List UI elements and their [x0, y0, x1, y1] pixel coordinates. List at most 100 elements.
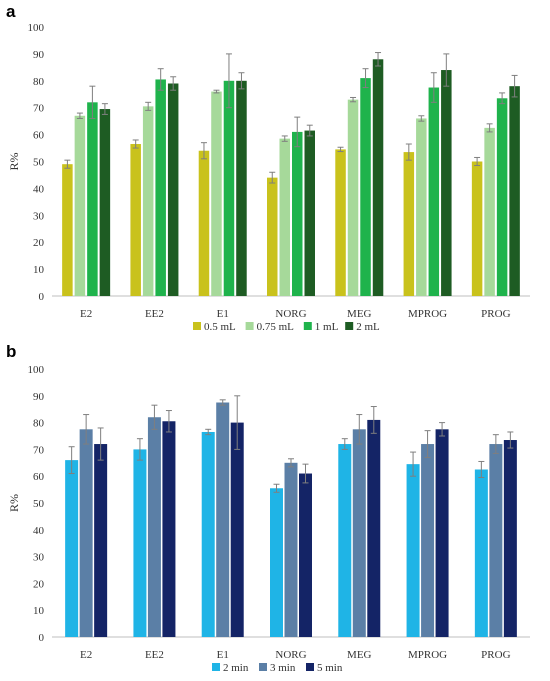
y-tick-label: 20 — [33, 578, 45, 590]
bar — [130, 144, 141, 296]
bar — [211, 91, 222, 296]
legend-swatch — [245, 322, 254, 330]
bar — [223, 80, 235, 296]
legend-label: 0.5 mL — [204, 321, 236, 333]
bar — [133, 449, 147, 637]
x-tick-label: EE2 — [145, 649, 164, 661]
y-tick-label: 80 — [33, 418, 45, 430]
bar — [236, 80, 247, 296]
legend-swatch — [259, 663, 267, 671]
legend-swatch — [306, 663, 314, 671]
bar — [292, 131, 303, 296]
x-tick-label: EE2 — [145, 308, 164, 320]
bar — [335, 149, 346, 296]
x-tick-label: NORG — [275, 308, 306, 320]
bar — [87, 102, 98, 296]
bar — [74, 115, 86, 297]
y-axis-label: R% — [7, 494, 21, 512]
y-tick-label: 50 — [33, 498, 45, 510]
bar — [428, 87, 440, 297]
y-tick-label: 30 — [33, 552, 45, 564]
y-tick-label: 0 — [39, 632, 45, 644]
legend-swatch — [212, 663, 220, 671]
bar — [352, 429, 366, 637]
x-tick-label: MPROG — [408, 308, 447, 320]
y-tick-label: 40 — [33, 525, 45, 537]
bar — [270, 488, 283, 637]
x-tick-label: E2 — [80, 649, 92, 661]
y-tick-label: 20 — [33, 237, 45, 249]
bar — [230, 422, 244, 637]
y-tick-label: 60 — [33, 130, 45, 142]
bar — [372, 59, 384, 296]
x-tick-label: MEG — [347, 308, 372, 320]
bar — [489, 444, 503, 637]
bar — [347, 99, 359, 296]
bar — [284, 462, 298, 637]
bar — [474, 469, 488, 637]
bar — [167, 83, 179, 297]
bar — [367, 419, 381, 637]
bar — [304, 130, 315, 296]
legend-label: 3 min — [270, 662, 296, 674]
y-tick-label: 70 — [33, 103, 45, 115]
legend-label: 2 mL — [356, 321, 380, 333]
x-tick-label: MPROG — [408, 649, 447, 661]
bar — [406, 464, 420, 637]
x-tick-label: E2 — [80, 308, 92, 320]
y-tick-label: 10 — [33, 605, 45, 617]
legend-label: 5 min — [317, 662, 343, 674]
legend-label: 0.75 mL — [257, 321, 295, 333]
bar — [471, 161, 483, 296]
y-tick-label: 70 — [33, 444, 45, 456]
bar — [496, 98, 508, 296]
bar — [484, 127, 495, 296]
bar — [299, 473, 312, 637]
legend-swatch — [345, 322, 354, 330]
panel-label-a: a — [6, 2, 16, 21]
bar — [79, 429, 93, 637]
bar — [62, 164, 73, 296]
legend-label: 1 mL — [315, 321, 339, 333]
bar — [338, 444, 352, 637]
bar — [198, 150, 210, 296]
bar — [216, 402, 230, 637]
bar — [279, 138, 290, 296]
chart-b: 0 10 20 30 40 50 60 70 80 90 100 R% E2 EE2 E1 NORG MEG MP… — [7, 364, 530, 674]
y-tick-label: 80 — [33, 76, 45, 88]
bar — [509, 86, 520, 297]
bar — [503, 440, 517, 637]
y-tick-label: 100 — [28, 364, 45, 376]
x-tick-label: NORG — [275, 649, 306, 661]
bar — [435, 429, 449, 637]
y-axis-label: R% — [7, 152, 21, 170]
y-tick-label: 90 — [33, 391, 45, 403]
legend-swatch — [193, 322, 201, 330]
bar — [155, 79, 166, 296]
bar — [416, 118, 427, 297]
y-tick-label: 0 — [39, 291, 45, 303]
bar — [162, 421, 176, 637]
y-tick-label: 100 — [28, 22, 45, 34]
y-tick-label: 50 — [33, 157, 45, 169]
x-tick-label: PROG — [481, 649, 510, 661]
chart-a: 0 10 20 30 40 50 60 70 80 90 100 R% E2 EE2 E1 NORG MEG MP… — [7, 22, 530, 333]
y-tick-label: 90 — [33, 49, 45, 61]
y-tick-label: 30 — [33, 210, 45, 222]
bar — [147, 417, 161, 637]
y-tick-label: 40 — [33, 183, 45, 195]
bar — [360, 78, 371, 296]
bar — [99, 109, 111, 296]
legend-label: 2 min — [223, 662, 249, 674]
panel-label-b: b — [6, 342, 17, 361]
x-tick-label: E1 — [217, 649, 229, 661]
y-tick-label: 10 — [33, 264, 45, 276]
bar — [142, 106, 154, 296]
legend-swatch — [303, 322, 312, 330]
bar — [421, 444, 435, 637]
bar — [441, 70, 452, 296]
bar — [65, 460, 79, 637]
y-tick-label: 60 — [33, 471, 45, 483]
bar — [94, 444, 108, 637]
x-tick-label: MEG — [347, 649, 372, 661]
